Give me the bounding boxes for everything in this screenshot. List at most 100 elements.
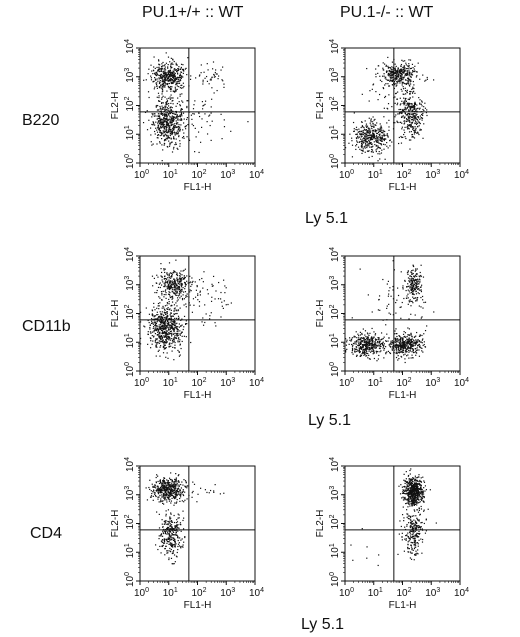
scatter-point-842 (139, 321, 142, 323)
scatter-point-292 (386, 145, 388, 147)
scatter-point-111 (155, 487, 157, 489)
scatter-point-637 (148, 321, 150, 324)
scatter-point-195 (168, 288, 170, 290)
scatter-point-834 (407, 273, 409, 276)
scatter-point-239 (383, 349, 385, 351)
scatter-point-339 (178, 337, 180, 339)
scatter-point-304 (182, 69, 185, 71)
scatter-point-561 (177, 332, 179, 334)
scatter-point-694 (389, 74, 391, 76)
scatter-point-734 (173, 116, 175, 118)
scatter-point-801 (155, 323, 157, 325)
scatter-point-8 (164, 494, 166, 497)
scatter-point-610 (165, 126, 168, 128)
scatter-point-723 (173, 113, 175, 115)
x-tick-label: 100 (339, 377, 354, 389)
scatter-point-64 (180, 292, 182, 294)
scatter-point-346 (166, 489, 168, 491)
scatter-point-587 (419, 78, 421, 80)
scatter-point-223 (367, 337, 369, 339)
scatter-point-743 (157, 318, 159, 320)
scatter-point-260 (372, 123, 374, 125)
scatter-point-227 (370, 337, 372, 339)
scatter-point-614 (169, 96, 171, 98)
scatter-point-267 (179, 275, 181, 277)
scatter-point-326 (172, 82, 174, 84)
scatter-point-265 (177, 295, 180, 297)
scatter-point-375 (377, 131, 380, 134)
scatter-point-221 (374, 338, 377, 340)
scatter-point-374 (360, 136, 362, 138)
scatter-point-900 (417, 288, 420, 290)
scatter-point-596 (155, 329, 158, 331)
scatter-point-182 (160, 498, 162, 500)
scatter-point-800 (163, 121, 165, 123)
scatter-point-638 (388, 70, 390, 72)
scatter-point-184 (156, 274, 158, 276)
scatter-point-84 (180, 487, 183, 489)
scatter-point-704 (174, 326, 176, 329)
scatter-point-791 (156, 338, 158, 340)
scatter-point-456 (165, 515, 167, 517)
scatter-point-356 (177, 475, 179, 477)
scatter-point-669 (395, 343, 398, 345)
scatter-point-563 (414, 65, 416, 67)
scatter-point-879 (158, 336, 160, 338)
scatter-point-535 (153, 316, 155, 318)
y-tick-label: 101 (124, 333, 136, 348)
scatter-point-255 (172, 281, 174, 284)
scatter-point-758 (180, 112, 183, 114)
scatter-point-259 (174, 279, 176, 281)
scatter-point-292 (173, 90, 176, 92)
scatter-point-399 (162, 83, 164, 85)
scatter-point-208 (165, 278, 168, 280)
scatter-point-127 (377, 145, 379, 147)
scatter-point-910 (164, 117, 166, 120)
scatter-point-180 (183, 275, 185, 277)
scatter-point-221 (377, 153, 379, 155)
scatter-point-945 (415, 122, 417, 124)
scatter-point-702 (387, 74, 389, 76)
scatter-point-684 (173, 340, 176, 342)
scatter-point-768 (175, 309, 177, 311)
scatter-point-983 (247, 121, 249, 123)
scatter-point-631 (163, 327, 166, 329)
scatter-point-1005 (433, 311, 435, 313)
scatter-point-148 (162, 85, 164, 88)
scatter-point-652 (399, 82, 401, 84)
scatter-point-303 (364, 132, 366, 134)
scatter-point-22 (161, 500, 163, 502)
scatter-point-153 (359, 351, 361, 353)
scatter-point-442 (171, 482, 173, 484)
scatter-point-188 (374, 138, 376, 140)
scatter-point-327 (178, 491, 180, 493)
scatter-point-323 (380, 140, 382, 142)
scatter-point-38 (195, 289, 198, 291)
scatter-point-936 (230, 302, 232, 304)
scatter-point-359 (384, 138, 386, 140)
scatter-point-260 (173, 278, 175, 280)
scatter-point-1020 (200, 141, 202, 143)
scatter-point-745 (407, 120, 409, 122)
scatter-point-962 (215, 290, 217, 292)
scatter-point-999 (400, 306, 402, 308)
scatter-point-484 (162, 102, 164, 104)
scatter-point-96 (375, 346, 377, 348)
scatter-point-824 (410, 119, 413, 121)
scatter-point-462 (399, 351, 401, 353)
scatter-point-882 (172, 333, 175, 335)
scatter-point-433 (419, 341, 421, 343)
scatter-point-566 (150, 347, 152, 349)
scatter-point-485 (157, 137, 159, 139)
scatter-point-231 (155, 72, 157, 74)
scatter-point-299 (355, 350, 357, 353)
scatter-point-20 (168, 277, 171, 279)
scatter-point-216 (181, 274, 183, 276)
scatter-point-79 (167, 277, 169, 279)
scatter-point-774 (172, 320, 174, 323)
scatter-point-798 (149, 127, 152, 129)
scatter-point-447 (166, 321, 169, 323)
scatter-point-725 (412, 344, 414, 346)
